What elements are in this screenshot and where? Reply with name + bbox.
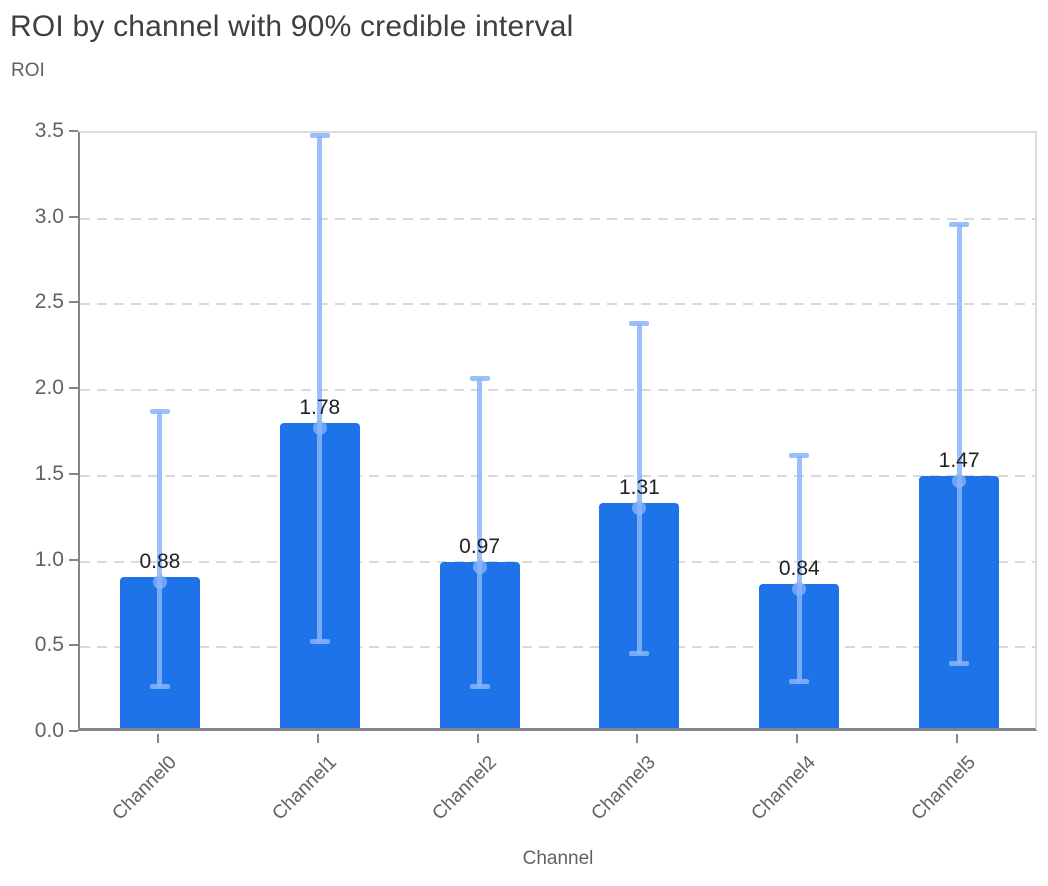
x-tick-label: Channel2 xyxy=(428,752,501,825)
x-tick-mark xyxy=(636,734,639,743)
y-tick-mark xyxy=(69,730,78,732)
error-bar-cap-top xyxy=(309,132,330,138)
error-bar-cap-top xyxy=(149,408,170,414)
error-bar-line xyxy=(157,410,163,687)
value-label: 1.47 xyxy=(938,449,980,472)
x-tick-mark xyxy=(796,734,799,743)
mean-dot xyxy=(792,582,807,596)
y-tick-label: 2.5 xyxy=(34,290,64,314)
x-tick-mark xyxy=(316,734,319,743)
x-tick-label: Channel1 xyxy=(268,752,341,825)
gridline xyxy=(80,646,1035,649)
error-bar-cap-bottom xyxy=(629,651,650,657)
mean-dot xyxy=(952,474,967,488)
x-tick-mark xyxy=(156,734,159,743)
y-tick-label: 0.5 xyxy=(34,633,64,657)
error-bar-cap-bottom xyxy=(149,683,170,689)
mean-dot xyxy=(632,501,647,516)
error-bar-cap-bottom xyxy=(469,683,490,689)
value-label: 0.97 xyxy=(459,534,501,558)
chart-title: ROI by channel with 90% credible interva… xyxy=(10,10,574,43)
x-tick-label: Channel5 xyxy=(907,752,980,825)
gridline xyxy=(80,303,1035,306)
error-bar-line xyxy=(477,378,483,687)
plot-area: 0.88 1.78 0.97 1.31 0.84 1.47 xyxy=(78,131,1037,731)
mean-dot xyxy=(312,420,327,435)
x-tick-label: Channel3 xyxy=(587,752,661,825)
y-tick-label: 3.5 xyxy=(34,119,64,142)
x-tick-label: Channel0 xyxy=(108,752,181,825)
value-label: 1.78 xyxy=(299,395,341,419)
gridline xyxy=(80,474,1035,477)
y-axis-title: ROI xyxy=(11,60,45,81)
y-tick-label: 1.0 xyxy=(34,547,64,571)
y-tick-label: 0.0 xyxy=(34,719,64,742)
error-bar-cap-top xyxy=(629,321,650,327)
y-tick-label: 1.5 xyxy=(34,461,64,485)
x-tick-mark xyxy=(956,734,959,743)
value-label: 0.88 xyxy=(139,550,181,574)
gridline xyxy=(80,389,1035,392)
error-bar-cap-top xyxy=(949,221,970,227)
mean-dot xyxy=(152,575,167,590)
x-tick-label: Channel4 xyxy=(747,752,821,825)
error-bar-cap-bottom xyxy=(309,639,330,645)
x-tick-mark xyxy=(476,734,479,743)
error-bar-line xyxy=(636,323,642,655)
mean-dot xyxy=(472,559,487,574)
y-tick-label: 3.0 xyxy=(34,204,64,228)
y-tick-mark xyxy=(69,301,78,304)
value-label: 0.84 xyxy=(778,557,820,580)
y-tick-mark xyxy=(69,644,78,647)
y-tick-mark xyxy=(69,130,78,132)
y-tick-label: 2.0 xyxy=(34,376,64,400)
value-label: 1.31 xyxy=(618,476,660,500)
error-bar-line xyxy=(796,455,802,682)
y-tick-mark xyxy=(69,387,78,390)
y-tick-mark xyxy=(69,215,78,218)
error-bar-cap-bottom xyxy=(949,661,970,667)
error-bar-line xyxy=(956,223,962,665)
gridline xyxy=(80,217,1035,220)
error-bar-cap-top xyxy=(789,453,810,459)
error-bar-line xyxy=(317,134,323,643)
error-bar-cap-bottom xyxy=(789,678,810,684)
error-bar-cap-top xyxy=(469,376,490,382)
y-tick-mark xyxy=(69,558,78,561)
x-axis-title: Channel xyxy=(522,848,594,869)
gridline xyxy=(80,560,1035,563)
y-tick-mark xyxy=(69,472,78,475)
